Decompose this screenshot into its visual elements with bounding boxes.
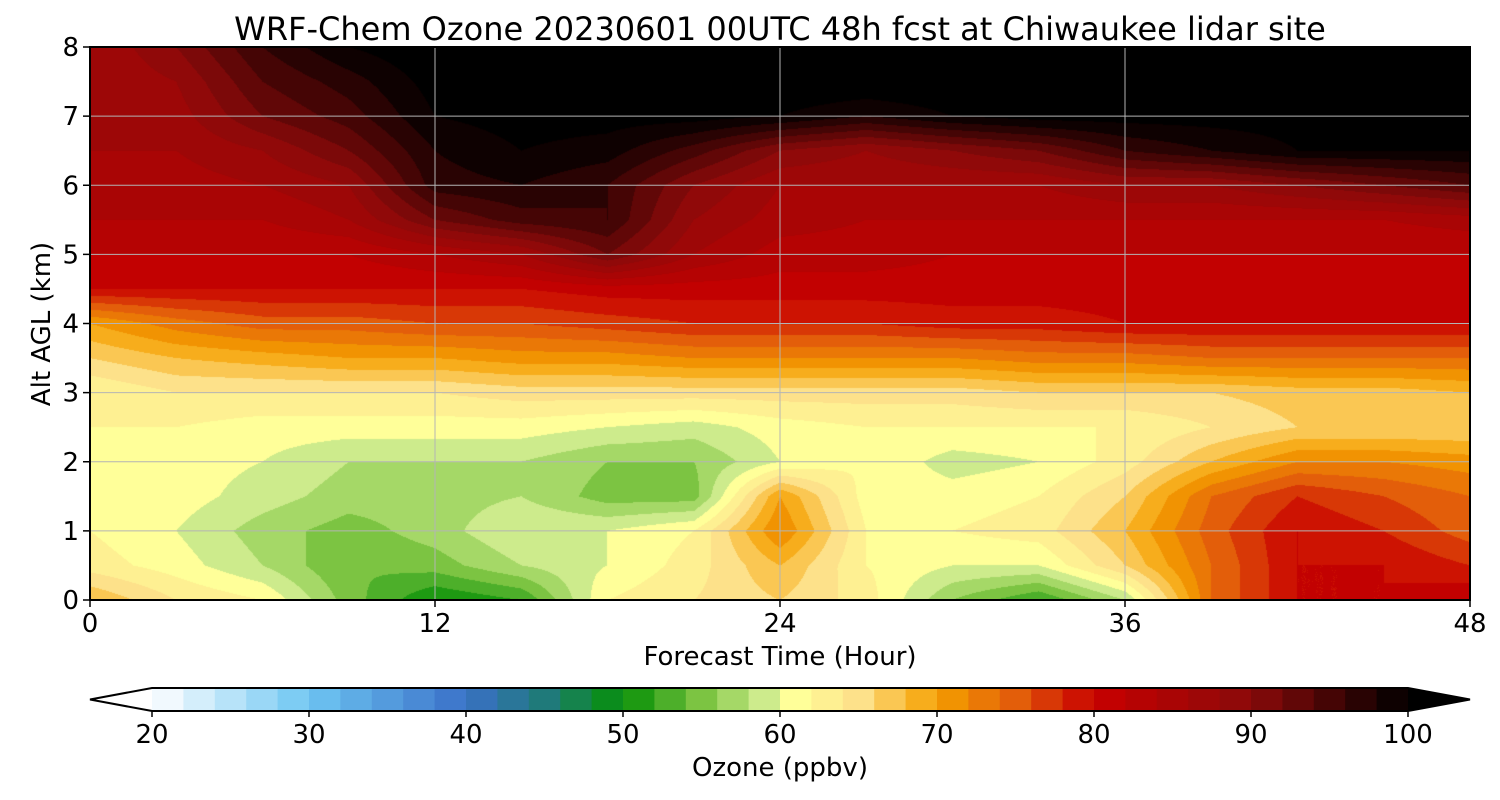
colorbar-tick-label: 30 xyxy=(292,720,325,750)
colorbar-segment xyxy=(717,688,750,711)
colorbar-tick-label: 60 xyxy=(763,720,796,750)
x-axis: 0 12 24 36 48 xyxy=(82,600,1487,639)
colorbar-extend-low xyxy=(90,688,152,711)
colorbar-segment xyxy=(937,688,969,711)
colorbar-tick-label: 70 xyxy=(920,720,953,750)
colorbar-segment xyxy=(1282,688,1315,711)
y-tick-label: 2 xyxy=(62,448,79,478)
colorbar-segment xyxy=(1094,688,1126,711)
colorbar-segment xyxy=(999,688,1032,711)
y-tick-label: 0 xyxy=(62,586,79,616)
colorbar-segment xyxy=(340,688,373,711)
colorbar-segment xyxy=(1251,688,1283,711)
y-tick-label: 7 xyxy=(62,102,79,132)
colorbar-segment xyxy=(968,688,1001,711)
colorbar-tick-label: 90 xyxy=(1234,720,1267,750)
colorbar-segment xyxy=(403,688,436,711)
x-tick-label: 36 xyxy=(1108,609,1141,639)
colorbar-segment xyxy=(1376,688,1409,711)
colorbar-segment xyxy=(591,688,624,711)
colorbar-segment xyxy=(528,688,561,711)
colorbar-segment xyxy=(1188,688,1221,711)
colorbar-tick-label: 20 xyxy=(135,720,168,750)
colorbar-segment xyxy=(1031,688,1064,711)
colorbar-segment xyxy=(560,688,593,711)
chart-title: WRF-Chem Ozone 20230601 00UTC 48h fcst a… xyxy=(234,10,1326,48)
colorbar-segment xyxy=(748,688,781,711)
y-tick-label: 5 xyxy=(62,240,79,270)
colorbar-segment xyxy=(309,688,341,711)
colorbar-segment xyxy=(842,688,875,711)
colorbar-segment xyxy=(497,688,530,711)
colorbar-segment xyxy=(811,688,844,711)
colorbar-segment xyxy=(246,688,279,711)
colorbar-tick-label: 100 xyxy=(1383,720,1433,750)
x-axis-label: Forecast Time (Hour) xyxy=(643,642,916,672)
colorbar-segment xyxy=(1062,688,1095,711)
colorbar-segment xyxy=(654,688,687,711)
colorbar-segment xyxy=(874,688,907,711)
colorbar-ticks: 20 30 40 50 60 70 80 90 100 xyxy=(135,711,1433,750)
colorbar-tick-label: 80 xyxy=(1077,720,1110,750)
colorbar-segment xyxy=(905,688,938,711)
colorbar-segment xyxy=(780,688,812,711)
colorbar-segment xyxy=(434,688,467,711)
x-tick-label: 48 xyxy=(1453,609,1486,639)
x-tick-label: 0 xyxy=(82,609,99,639)
colorbar-segment xyxy=(623,688,655,711)
y-axis-label: Alt AGL (km) xyxy=(27,242,57,406)
colorbar-segment xyxy=(1313,688,1346,711)
y-tick-label: 6 xyxy=(62,171,79,201)
colorbar-segment xyxy=(1219,688,1252,711)
colorbar-segment xyxy=(685,688,718,711)
colorbar-segment xyxy=(1156,688,1189,711)
colorbar-segment xyxy=(183,688,216,711)
x-tick-label: 24 xyxy=(763,609,796,639)
colorbar-tick-label: 50 xyxy=(606,720,639,750)
colorbar-segment xyxy=(152,688,184,711)
x-tick-label: 12 xyxy=(418,609,451,639)
y-tick-label: 3 xyxy=(62,379,79,409)
y-tick-label: 1 xyxy=(62,517,79,547)
y-axis: 0 1 2 3 4 5 6 7 8 xyxy=(62,33,90,616)
colorbar-segment xyxy=(214,688,247,711)
colorbar-label: Ozone (ppbv) xyxy=(692,753,868,783)
colorbar-extend-high xyxy=(1408,688,1470,711)
y-tick-label: 8 xyxy=(62,33,79,63)
colorbar-segment xyxy=(466,688,498,711)
colorbar-tick-label: 40 xyxy=(449,720,482,750)
colorbar-segment xyxy=(371,688,404,711)
colorbar-segment xyxy=(1125,688,1158,711)
colorbar-segment xyxy=(277,688,310,711)
colorbar xyxy=(89,687,1471,712)
grid-lines xyxy=(90,47,1470,600)
colorbar-segment xyxy=(1345,688,1378,711)
y-tick-label: 4 xyxy=(62,310,79,340)
